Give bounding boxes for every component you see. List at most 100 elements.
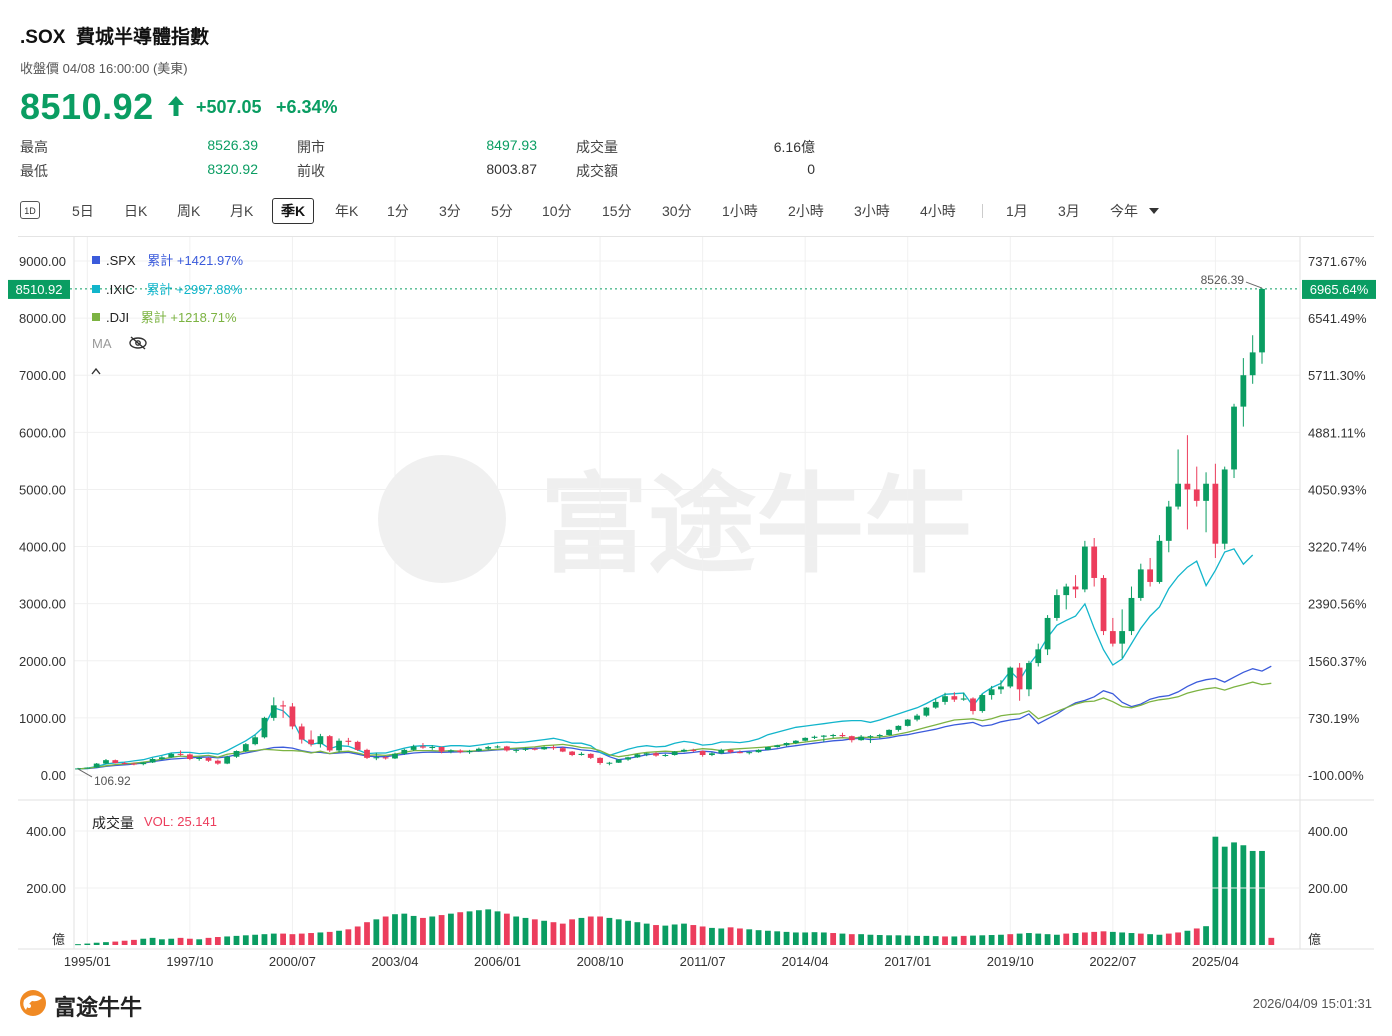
- candle-body: [485, 747, 492, 749]
- candle-body: [270, 705, 277, 718]
- candle-body: [1231, 406, 1237, 470]
- volume-bar: [559, 923, 566, 945]
- candle-body: [541, 747, 548, 750]
- tab-1m-range[interactable]: 1月: [1006, 203, 1028, 219]
- tab-yearly[interactable]: 年K: [335, 203, 359, 219]
- volume-bar: [1137, 933, 1144, 945]
- candle-body: [1147, 569, 1154, 582]
- volume-bar: [420, 917, 426, 945]
- volume-bar: [690, 925, 697, 945]
- tab-3m-range[interactable]: 3月: [1058, 203, 1080, 219]
- volume-bar: [811, 932, 818, 945]
- candle-body: [643, 753, 650, 755]
- volume-bar: [149, 937, 156, 945]
- candle-body: [373, 757, 380, 759]
- stat-value-open: 8497.93: [486, 137, 537, 153]
- y-axis-right: 7371.67% 6541.49% 5711.30% 4881.11% 4050.93%…: [1308, 254, 1367, 783]
- legend-ixic[interactable]: .IXIC 累計 +2997.88%: [92, 279, 242, 298]
- tab-4h[interactable]: 4小時: [920, 203, 956, 219]
- candle-body: [662, 755, 669, 757]
- stat-label-low: 最低: [20, 163, 48, 179]
- volume-bar: [615, 919, 622, 945]
- stat-value-prev-close: 8003.87: [486, 161, 537, 177]
- volume-bar: [951, 936, 958, 945]
- volume-bar: [783, 931, 790, 945]
- candle-body: [848, 736, 855, 741]
- candle-body: [615, 759, 622, 763]
- tab-1min[interactable]: 1分: [387, 203, 409, 219]
- candle-body: [93, 763, 100, 768]
- y-tick-label: 2000.00: [19, 654, 66, 669]
- volume-bar: [345, 929, 352, 945]
- volume-bar: [569, 919, 576, 945]
- page-title: .SOX 費城半導體指數: [20, 27, 209, 48]
- candle-body: [1091, 546, 1098, 578]
- volume-bar: [1259, 850, 1265, 945]
- candle-body: [1203, 483, 1209, 501]
- tab-1h[interactable]: 1小時: [722, 203, 758, 219]
- tab-5min[interactable]: 5分: [491, 203, 513, 219]
- y-tick-label-pct: -100.00%: [1308, 768, 1364, 783]
- y-tick-label-pct: 7371.67%: [1308, 254, 1367, 269]
- price-chart[interactable]: 富途牛牛 9000.00 8000.00 7000.00 6000.00 5000.00…: [0, 237, 1392, 977]
- volume-bars: [75, 836, 1275, 946]
- candle-body: [112, 760, 119, 764]
- candle-body: [681, 749, 687, 752]
- tab-daily[interactable]: 日K: [124, 203, 148, 219]
- legend-dji[interactable]: .DJI 累計 +1218.71%: [92, 307, 237, 326]
- candle-body: [149, 759, 156, 763]
- candle-body: [774, 745, 781, 748]
- volume-bar: [205, 937, 212, 945]
- volume-bar: [867, 934, 874, 945]
- tab-weekly[interactable]: 周K: [177, 203, 201, 219]
- candle-body: [196, 757, 203, 760]
- candle-body: [970, 698, 976, 712]
- volume-bar: [494, 911, 501, 945]
- tab-15min[interactable]: 15分: [602, 203, 632, 219]
- volume-unit-left: 億: [52, 932, 66, 947]
- y-tick-label-pct: 6541.49%: [1308, 311, 1367, 326]
- series-line-dji: [77, 681, 1272, 770]
- volume-bar: [466, 911, 473, 945]
- tab-3h[interactable]: 3小時: [854, 203, 890, 219]
- legend-spx[interactable]: .SPX 累計 +1421.97%: [92, 250, 243, 269]
- candle-body: [392, 753, 398, 759]
- caret-down-icon[interactable]: [1148, 207, 1160, 215]
- tab-3min[interactable]: 3分: [439, 203, 461, 219]
- tab-quarterly[interactable]: 季K: [272, 198, 315, 224]
- volume-bar: [1072, 933, 1079, 945]
- volume-bar: [429, 916, 436, 945]
- candle-body: [727, 749, 734, 753]
- candle-body: [1128, 597, 1135, 632]
- candle-body: [811, 736, 818, 738]
- intraday-icon[interactable]: 1D: [20, 201, 40, 219]
- y-tick-label-pct: 2390.56%: [1308, 597, 1367, 612]
- candle-body: [1016, 667, 1023, 690]
- tab-2h[interactable]: 2小時: [788, 203, 824, 219]
- stat-label-turnover: 成交額: [576, 163, 618, 179]
- tab-monthly[interactable]: 月K: [230, 203, 254, 219]
- max-label: 8526.39: [1201, 273, 1245, 287]
- legend-ixic-swatch: [92, 285, 100, 293]
- volume-bar: [242, 935, 249, 945]
- candle-body: [1109, 631, 1116, 644]
- eye-hidden-icon[interactable]: [128, 336, 148, 350]
- volume-y-axis: 400.00 400.00 200.00 200.00: [26, 824, 1348, 896]
- candle-body: [1100, 577, 1107, 632]
- candle-body: [159, 757, 165, 760]
- tab-5d[interactable]: 5日: [72, 203, 94, 219]
- candle-body: [699, 751, 706, 756]
- volume-bar: [550, 922, 557, 945]
- candle-body: [466, 751, 473, 753]
- tab-ytd-range[interactable]: 今年: [1110, 203, 1138, 219]
- volume-bar: [186, 938, 193, 945]
- tab-10min[interactable]: 10分: [542, 203, 572, 219]
- candle-body: [755, 749, 762, 753]
- volume-bar: [121, 940, 128, 945]
- collapse-chevron-icon[interactable]: [90, 367, 102, 375]
- price-change: +507.05: [196, 97, 262, 117]
- y-tick-label: 0.00: [41, 768, 66, 783]
- tab-30min[interactable]: 30分: [662, 203, 692, 219]
- candle-body: [326, 736, 333, 751]
- volume-bar: [289, 934, 296, 945]
